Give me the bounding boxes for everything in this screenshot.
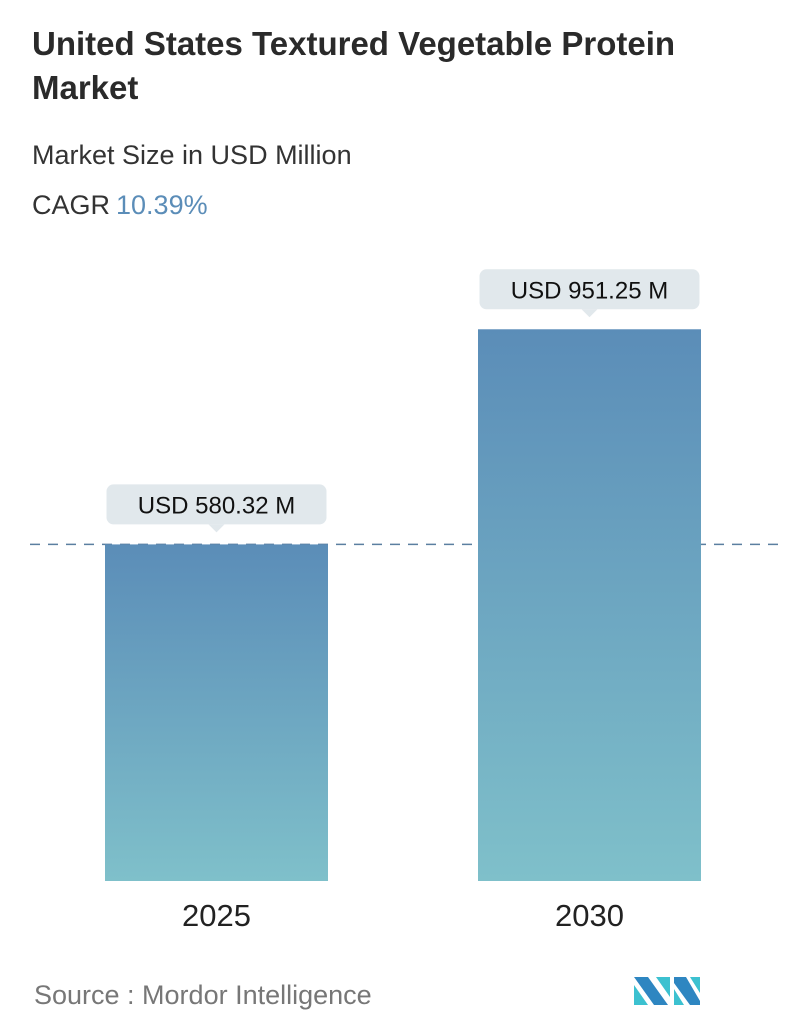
data-label-pointer xyxy=(581,309,598,318)
cagr-label: CAGR xyxy=(32,190,111,220)
chart-title: United States Textured Vegetable Protein… xyxy=(32,25,676,106)
cagr: CAGR 10.39% xyxy=(32,190,208,221)
mordor-logo xyxy=(634,977,700,1005)
data-label-pointer xyxy=(208,524,225,533)
chart-subtitle: Market Size in USD Million xyxy=(32,140,352,170)
x-tick-label: 2025 xyxy=(182,898,251,933)
data-label: USD 580.32 M xyxy=(138,492,295,519)
data-label: USD 951.25 M xyxy=(511,277,668,304)
cagr-value: 10.39% xyxy=(116,190,208,220)
source-text: Source : Mordor Intelligence xyxy=(34,980,372,1010)
data-label-bg xyxy=(479,269,700,310)
x-tick-label: 2030 xyxy=(555,898,624,933)
bar-2030 xyxy=(478,329,701,881)
data-label-bg xyxy=(106,484,327,525)
bar-2025 xyxy=(105,544,328,881)
